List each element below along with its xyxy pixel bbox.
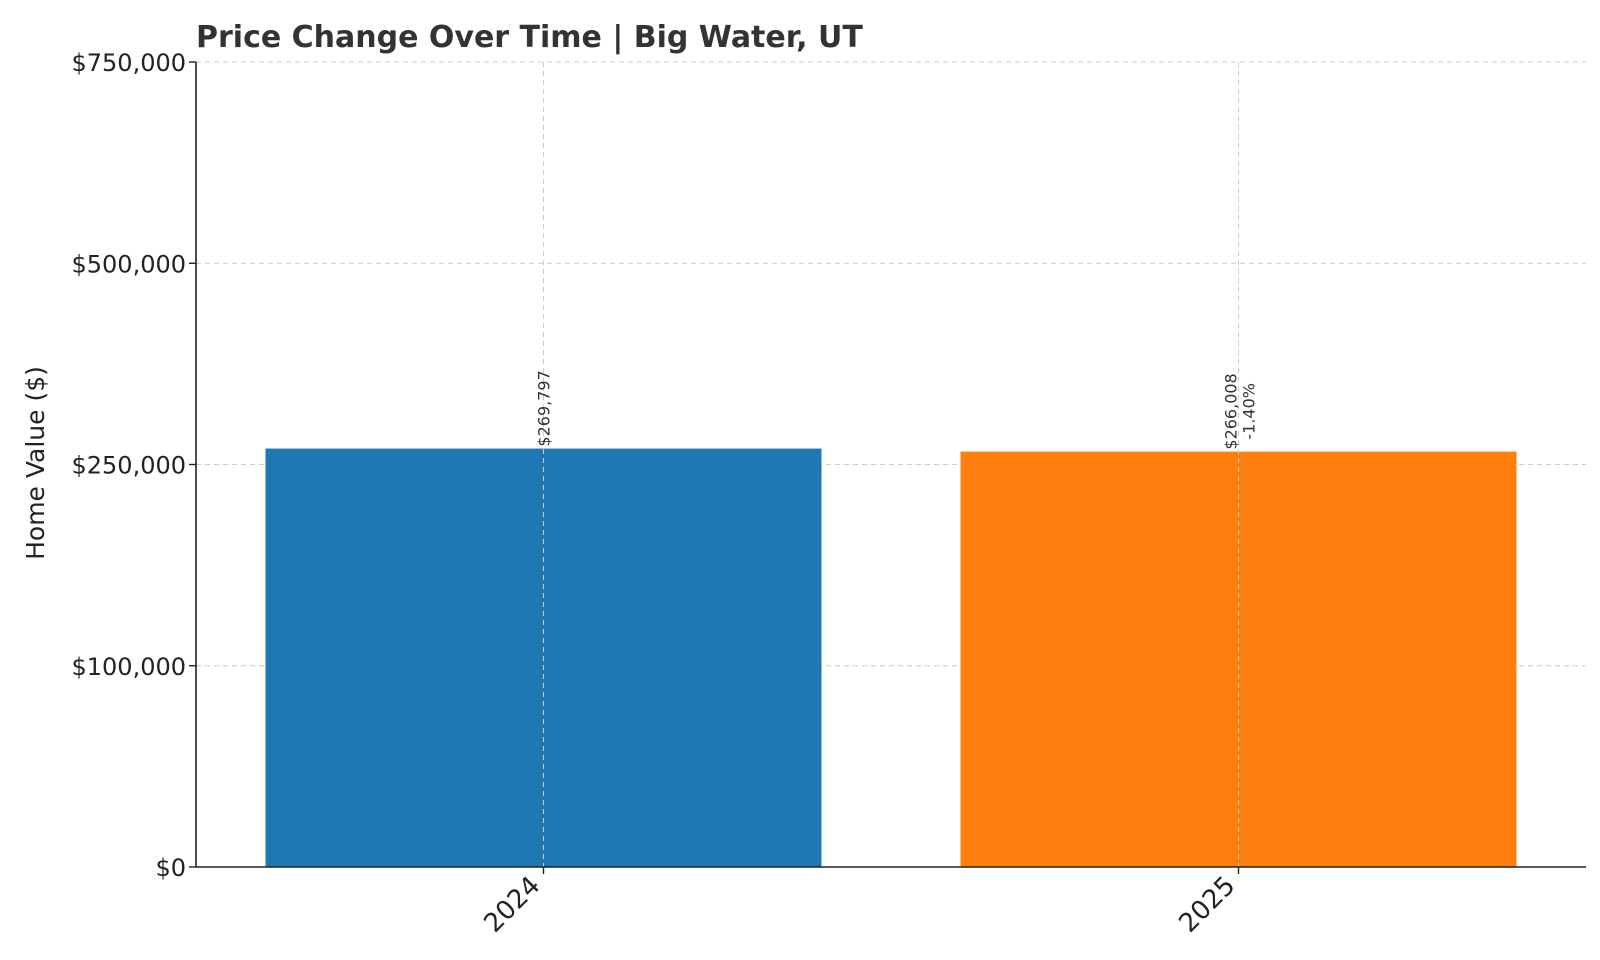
y-tick-label: $750,000 bbox=[71, 49, 186, 77]
y-tick-label: $500,000 bbox=[71, 250, 186, 278]
bar-value-label: $266,008 bbox=[1222, 373, 1241, 449]
x-tick-label: 2025 bbox=[1173, 871, 1241, 939]
bar-change-label: -1.40% bbox=[1240, 383, 1259, 440]
y-tick-label: $250,000 bbox=[71, 452, 186, 480]
y-tick-label: $100,000 bbox=[71, 653, 186, 681]
y-axis-label: Home Value ($) bbox=[21, 366, 50, 560]
y-tick-label: $0 bbox=[155, 854, 186, 882]
vgrid-layer bbox=[543, 62, 1239, 867]
axis-layer bbox=[189, 61, 1586, 874]
chart-title: Price Change Over Time | Big Water, UT bbox=[196, 20, 863, 55]
bar-layer bbox=[265, 448, 1517, 867]
bar-value-label: $269,797 bbox=[535, 370, 554, 446]
x-tick-label: 2024 bbox=[478, 871, 546, 939]
grid-layer bbox=[196, 61, 1586, 667]
